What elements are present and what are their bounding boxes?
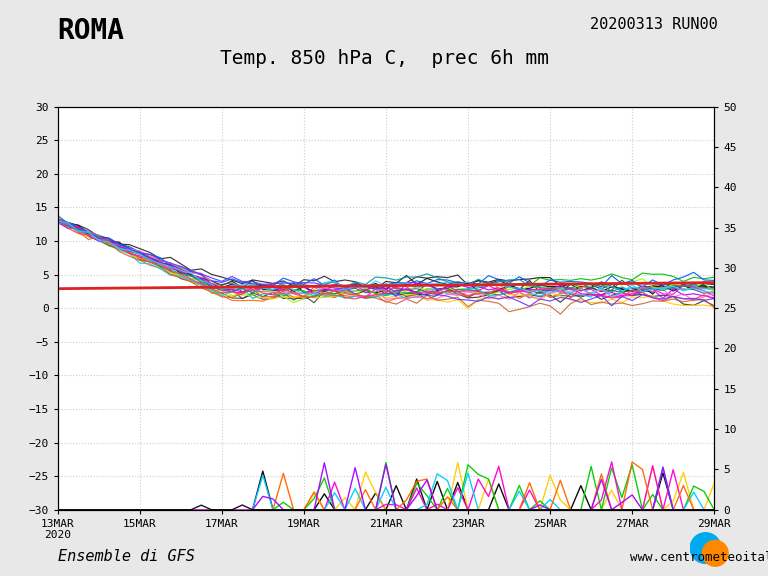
Text: Ensemble di GFS: Ensemble di GFS	[58, 550, 194, 564]
Text: ROMA: ROMA	[58, 17, 124, 46]
Circle shape	[702, 540, 728, 566]
Circle shape	[690, 533, 721, 563]
Text: Temp. 850 hPa C,  prec 6h mm: Temp. 850 hPa C, prec 6h mm	[220, 49, 548, 68]
Text: www.centrometeoitaliano.it: www.centrometeoitaliano.it	[630, 551, 768, 564]
Text: 20200313 RUN00: 20200313 RUN00	[591, 17, 718, 32]
